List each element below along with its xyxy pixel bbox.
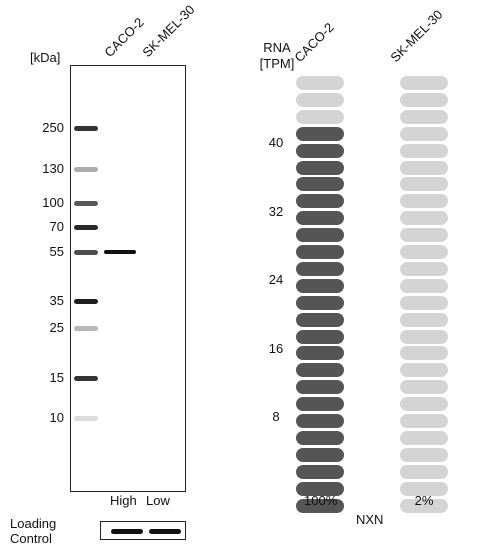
tpm-bar-segment (296, 464, 344, 479)
ladder-band-100 (74, 201, 98, 206)
tpm-bar-segment (296, 261, 344, 276)
tpm-bar-segment (296, 177, 344, 192)
loading-control-panel (100, 521, 186, 540)
gene-name: NXN (356, 512, 384, 527)
tpm-bar-segment (296, 447, 344, 462)
tpm-tick-16: 16 (268, 341, 284, 356)
tpm-bar-segment (400, 126, 448, 141)
expression-low-label: Low (146, 493, 170, 508)
tpm-bar-segment (400, 245, 448, 259)
tpm-bar-segment (296, 346, 344, 361)
tpm-bar-segment (296, 109, 344, 124)
tpm-bar-segment (400, 278, 448, 293)
tpm-bar-segment (400, 363, 448, 378)
tpm-bar-segment (296, 363, 344, 378)
ladder-label-10: 10 (49, 410, 64, 425)
ladder-label-100: 100 (42, 195, 64, 210)
tpm-bar-segment (296, 194, 344, 209)
rna-header: RNA [TPM] (255, 40, 299, 72)
loading-label-line2: Control (10, 531, 52, 546)
tpm-bar-segment (400, 194, 448, 209)
tpm-bar-segment (400, 312, 448, 327)
tpm-bar-segment (400, 397, 448, 412)
tpm-bar-segment (296, 228, 344, 243)
tpm-bar-segment (400, 76, 448, 90)
tpm-bar-segment (400, 414, 448, 428)
tpm-bar-segment (400, 295, 448, 310)
tpm-tick-40: 40 (268, 135, 284, 150)
ladder-band-70 (74, 225, 98, 230)
tpm-bar-segment (296, 430, 344, 445)
loading-label-line1: Loading (10, 516, 57, 531)
tpm-bar-segment (400, 380, 448, 395)
ladder-band-35 (74, 299, 98, 304)
target-band (104, 250, 136, 254)
tpm-bar-segment (296, 76, 344, 90)
ladder-band-15 (74, 376, 98, 381)
tpm-bar-segment (296, 126, 344, 141)
tpm-bar-segment (296, 329, 344, 344)
tpm-bar-segment (296, 143, 344, 158)
ladder-band-250 (74, 126, 98, 131)
tpm-bar-segment (296, 481, 344, 496)
tpm-bar-segment (400, 481, 448, 496)
tpm-bar-segment (400, 177, 448, 192)
tpm-bar-segment (296, 160, 344, 175)
lane-label-skmel30: SK-MEL-30 (139, 1, 198, 61)
rna-header-line1: RNA (263, 40, 291, 55)
tpm-bar-segment (400, 143, 448, 158)
rna-header-line2: [TPM] (259, 56, 295, 71)
tpm-bar-segment (400, 109, 448, 124)
tpm-bar-segment (400, 228, 448, 243)
loading-band-skmel30 (149, 529, 181, 534)
ladder-band-10 (74, 416, 98, 421)
ladder-band-25 (74, 326, 98, 331)
tpm-bar-segment (296, 312, 344, 327)
western-blot-panel (70, 65, 186, 492)
tpm-bar-segment (296, 278, 344, 293)
tpm-bar-segment (296, 380, 344, 395)
tpm-bar-segment (296, 92, 344, 107)
tpm-bar-segment (296, 414, 344, 428)
tpm-bar-segment (296, 211, 344, 226)
ladder-label-55: 55 (49, 244, 64, 259)
tpm-bar-segment (296, 498, 344, 513)
rna-percent-skmel30: 2% (414, 493, 434, 508)
tpm-bar-segment (400, 447, 448, 462)
tpm-bar-segment (296, 245, 344, 259)
tpm-bar-segment (400, 430, 448, 445)
ladder-label-250: 250 (42, 120, 64, 135)
tpm-tick-24: 24 (268, 272, 284, 287)
ladder-label-130: 130 (42, 161, 64, 176)
tpm-bar-segment (400, 329, 448, 344)
ladder-label-15: 15 (49, 370, 64, 385)
tpm-bar-segment (296, 397, 344, 412)
ladder-label-25: 25 (49, 320, 64, 335)
tpm-bar-segment (400, 92, 448, 107)
tpm-bar-segment (400, 346, 448, 361)
tpm-bar-segment (400, 160, 448, 175)
lane-label-caco2: CACO-2 (101, 14, 147, 61)
tpm-tick-8: 8 (272, 409, 280, 424)
expression-high-label: High (110, 493, 137, 508)
kda-label: [kDa] (30, 50, 61, 65)
ladder-band-55 (74, 250, 98, 255)
tpm-bar-segment (400, 261, 448, 276)
ladder-band-130 (74, 167, 98, 172)
loading-control-label: Loading Control (10, 516, 56, 546)
tpm-bar-segment (400, 464, 448, 479)
tpm-tick-32: 32 (268, 204, 284, 219)
ladder-label-70: 70 (49, 219, 64, 234)
rna-percent-caco2: 100% (304, 493, 338, 508)
rna-sample-skmel30: SK-MEL-30 (387, 6, 446, 66)
ladder-label-35: 35 (49, 293, 64, 308)
tpm-bar-segment (296, 295, 344, 310)
tpm-bar-segment (400, 498, 448, 513)
loading-band-caco2 (111, 529, 143, 534)
tpm-bar-segment (400, 211, 448, 226)
